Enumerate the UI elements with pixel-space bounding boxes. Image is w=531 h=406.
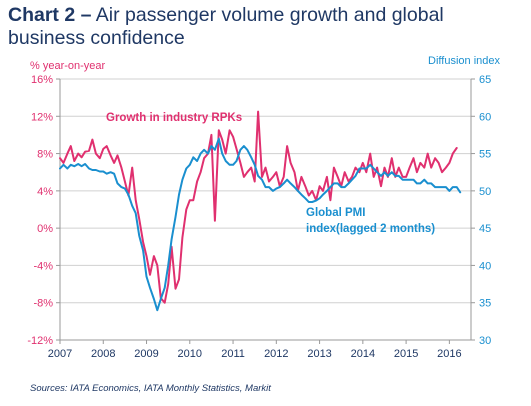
right-tick-label-6: 35 (479, 298, 491, 310)
series-lines (59, 110, 462, 312)
right-tick-label-3: 50 (479, 186, 491, 198)
x-tick-label-9: 2016 (437, 348, 461, 360)
source-note: Sources: IATA Economics, IATA Monthly St… (30, 383, 271, 394)
x-tick-label-3: 2010 (178, 348, 202, 360)
x-tick-label-1: 2008 (91, 348, 115, 360)
axes: 16% 12% 8% 4% 0% -4% -8% -12% 65 60 55 50 45 40 35 30 20… (27, 74, 491, 360)
left-tick-label-0: 16% (31, 74, 53, 86)
chart-title-lead: Chart 2 – (8, 4, 92, 26)
x-tick-label-0: 2007 (48, 348, 72, 360)
chart-title: Chart 2 – Air passenger volume growth an… (8, 4, 523, 50)
x-tick-label-2: 2009 (134, 348, 158, 360)
right-tick-label-2: 55 (479, 149, 491, 161)
right-tick-label-1: 60 (479, 111, 491, 123)
rpk-series-line (59, 110, 458, 304)
left-tick-label-3: 4% (37, 186, 53, 198)
left-tick-label-1: 12% (31, 111, 53, 123)
pmi-series-annotation-line-1: Global PMI (306, 207, 365, 219)
pmi-series-line (59, 137, 462, 312)
labels: % year-on-year Diffusion index Growth in… (30, 55, 500, 235)
right-tick-label-0: 65 (479, 74, 491, 86)
x-tick-label-5: 2012 (264, 348, 288, 360)
x-tick-label-8: 2015 (394, 348, 418, 360)
right-tick-label-5: 40 (479, 260, 491, 272)
x-tick-label-6: 2013 (307, 348, 331, 360)
left-tick-label-5: -4% (33, 260, 53, 272)
right-axis-title: Diffusion index (428, 55, 500, 67)
left-axis-title: % year-on-year (30, 60, 106, 72)
left-tick-label-2: 8% (37, 149, 53, 161)
chart-title-rest: Air passenger volume growth and global b… (8, 4, 444, 49)
left-tick-label-7: -12% (27, 335, 53, 347)
right-tick-label-7: 30 (479, 335, 491, 347)
left-tick-label-6: -8% (33, 298, 53, 310)
pmi-series-annotation-line-2: index(lagged 2 months) (306, 223, 435, 235)
rpk-series-annotation: Growth in industry RPKs (106, 112, 242, 124)
x-tick-label-4: 2011 (221, 348, 245, 360)
x-tick-label-7: 2014 (351, 348, 375, 360)
left-tick-label-4: 0% (37, 223, 53, 235)
right-tick-label-4: 45 (479, 223, 491, 235)
